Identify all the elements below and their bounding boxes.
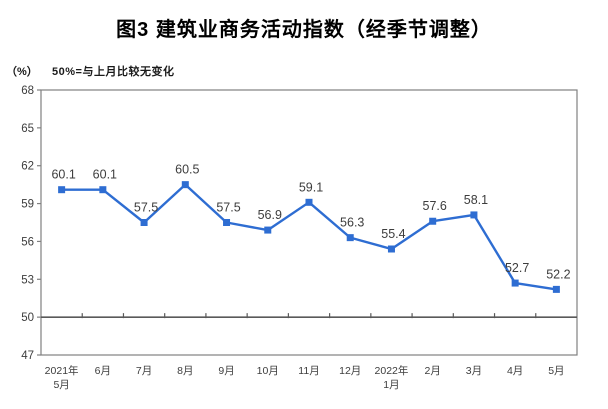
chart-title: 图3 建筑业商务活动指数（经季节调整） (116, 19, 492, 41)
data-label: 57.6 (423, 199, 447, 213)
y-axis-tick-label: 59 (21, 199, 34, 211)
x-axis-tick-label: 2021年 5月 (45, 364, 79, 391)
x-axis-tick-label: 8月 (177, 365, 193, 377)
x-axis-tick-label: 6月 (95, 365, 111, 377)
data-point (511, 279, 519, 287)
data-point (264, 226, 272, 234)
x-axis-tick-label: 11月 (298, 365, 319, 377)
data-label: 52.2 (546, 267, 570, 281)
data-point (305, 198, 313, 206)
data-point (181, 181, 189, 189)
data-label: 60.1 (51, 168, 75, 182)
data-label: 60.5 (175, 163, 199, 177)
data-label: 60.1 (93, 168, 117, 182)
data-label: 57.5 (216, 201, 240, 215)
data-point (346, 234, 354, 242)
data-label: 56.3 (340, 216, 364, 230)
x-axis-tick-label: 10月 (257, 365, 279, 377)
data-label: 57.5 (134, 201, 158, 215)
data-point (470, 211, 478, 219)
x-axis-tick-label: 12月 (339, 365, 361, 377)
data-label: 55.4 (381, 227, 405, 241)
x-axis-tick-label: 9月 (218, 365, 234, 377)
data-point (99, 186, 107, 194)
y-axis-tick-label: 62 (21, 161, 34, 173)
y-axis-tick-label: 47 (21, 350, 34, 362)
x-axis-tick-label: 5月 (548, 365, 564, 377)
data-point (58, 186, 66, 194)
data-point (223, 219, 231, 226)
data-label: 52.7 (505, 261, 529, 275)
y-axis-tick-label: 68 (21, 85, 34, 97)
data-label: 56.9 (258, 208, 282, 222)
data-point (387, 245, 395, 253)
data-label: 58.1 (464, 193, 488, 207)
x-axis-tick-label: 7月 (136, 365, 152, 377)
x-axis-tick-label: 3月 (466, 365, 482, 377)
y-axis-tick-label: 56 (21, 236, 34, 248)
data-point (552, 285, 560, 293)
data-label: 59.1 (299, 180, 323, 194)
y-axis-tick-label: 65 (21, 123, 34, 135)
baseline-note: 50%=与上月比较无变化 (52, 66, 175, 78)
data-point (140, 219, 148, 226)
x-axis-tick-label: 2月 (425, 365, 441, 377)
x-axis-tick-label: 4月 (507, 365, 523, 377)
plot-frame (40, 89, 578, 356)
data-point (429, 217, 437, 225)
y-axis-tick-label: 50 (21, 312, 34, 324)
y-axis-unit-label: （%） (6, 66, 38, 78)
x-axis-tick-label: 2022年 1月 (375, 364, 409, 391)
y-axis-tick-label: 53 (21, 274, 34, 286)
